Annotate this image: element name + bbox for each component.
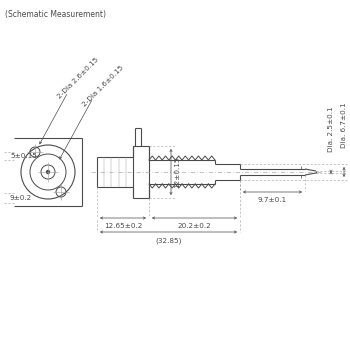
Text: 20.2±0.2: 20.2±0.2	[177, 223, 211, 229]
Text: 12±0.15: 12±0.15	[174, 156, 180, 188]
Text: Dia. 2.5±0.1: Dia. 2.5±0.1	[328, 106, 334, 152]
Text: (32.85): (32.85)	[155, 237, 182, 244]
Text: Dia. 6.7±0.1: Dia. 6.7±0.1	[341, 102, 347, 148]
Text: 9±0.2: 9±0.2	[10, 195, 32, 201]
Circle shape	[47, 170, 49, 174]
Text: 9.7±0.1: 9.7±0.1	[258, 197, 287, 203]
Text: (Schematic Measurement): (Schematic Measurement)	[5, 10, 106, 19]
Text: 5±0.15: 5±0.15	[10, 153, 37, 159]
Text: 12.65±0.2: 12.65±0.2	[104, 223, 142, 229]
Text: 2-Dia 2.6±0.15: 2-Dia 2.6±0.15	[56, 56, 100, 100]
Text: 2-Dia 1.6±0.15: 2-Dia 1.6±0.15	[81, 64, 125, 108]
